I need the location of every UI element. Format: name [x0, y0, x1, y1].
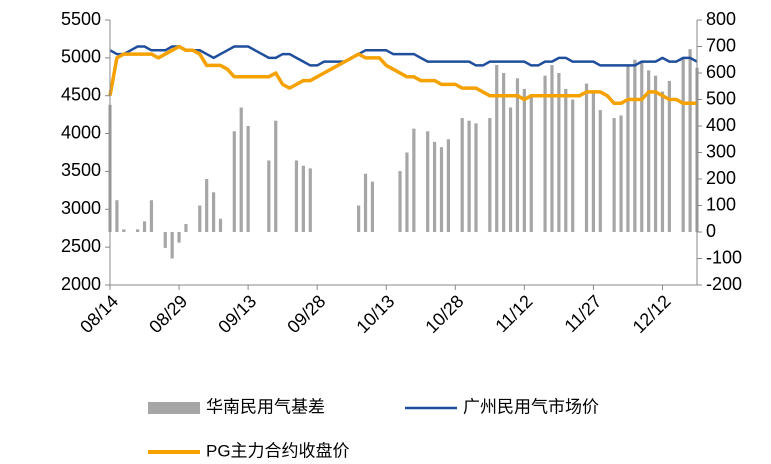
bar	[398, 171, 402, 232]
x-tick-label: 09/28	[283, 291, 329, 337]
bar	[363, 173, 368, 232]
y2-tick-label: -200	[706, 274, 742, 294]
bar	[177, 232, 181, 243]
bar	[571, 99, 575, 232]
x-tick-label: 08/29	[145, 291, 191, 337]
bar	[149, 200, 154, 232]
bar	[550, 65, 554, 232]
y-tick-label: 4000	[61, 122, 101, 142]
bar	[142, 221, 147, 232]
bar	[357, 205, 361, 232]
bar	[205, 179, 209, 232]
bar	[170, 232, 174, 259]
bar	[640, 62, 644, 233]
y-tick-label: 2000	[61, 274, 101, 294]
bar	[515, 78, 520, 232]
legend-label: 华南民用气基差	[206, 397, 325, 416]
bar	[543, 75, 547, 233]
bar	[239, 107, 243, 232]
x-tick-label: 08/14	[76, 291, 122, 337]
bar	[294, 160, 299, 232]
bar	[591, 91, 596, 232]
bar	[218, 218, 223, 232]
x-tick-label: 12/12	[629, 291, 675, 337]
bar	[688, 49, 692, 233]
bar	[529, 94, 533, 232]
bar	[267, 160, 271, 232]
bar	[301, 165, 305, 232]
y-tick-label: 4500	[61, 84, 101, 104]
bar	[488, 118, 492, 232]
bar	[274, 120, 278, 232]
bar	[633, 59, 637, 232]
bar	[522, 88, 526, 233]
bar	[426, 131, 430, 232]
bar	[211, 192, 216, 232]
bar	[432, 141, 437, 232]
bar	[681, 57, 685, 232]
bar	[653, 75, 658, 233]
y2-tick-label: 700	[706, 35, 736, 55]
y2-tick-label: 500	[706, 88, 736, 108]
bar	[495, 65, 499, 232]
y2-tick-label: 400	[706, 115, 736, 135]
y2-tick-label: 600	[706, 62, 736, 82]
bar	[184, 224, 188, 232]
y2-tick-label: 200	[706, 168, 736, 188]
y-tick-label: 3500	[61, 160, 101, 180]
bar	[412, 128, 416, 232]
x-tick-label: 10/13	[352, 291, 398, 337]
bar	[136, 229, 140, 232]
y-tick-label: 2500	[61, 236, 101, 256]
x-tick-label: 11/12	[491, 291, 536, 336]
y-tick-label: 5500	[61, 9, 101, 29]
bar	[502, 73, 506, 232]
bar	[619, 115, 623, 232]
bar	[564, 88, 568, 233]
bar	[557, 73, 561, 232]
bar	[246, 126, 250, 232]
bar	[667, 80, 671, 232]
bar	[405, 152, 409, 232]
legend-label: 广州民用气市场价	[463, 397, 599, 416]
legend-swatch	[148, 402, 200, 414]
y2-tick-label: 0	[706, 221, 716, 241]
line	[109, 45, 698, 67]
y-tick-label: 3000	[61, 198, 101, 218]
bar	[163, 232, 167, 248]
bar	[660, 91, 665, 232]
y2-tick-label: 800	[706, 9, 736, 29]
legend-label: PG主力合约收盘价	[206, 441, 350, 460]
bar	[612, 118, 616, 232]
bar	[647, 70, 651, 232]
bar	[198, 205, 202, 232]
x-tick-label: 11/27	[561, 291, 606, 336]
bar	[598, 110, 602, 232]
y2-tick-label: 100	[706, 194, 736, 214]
bar	[626, 65, 630, 232]
bar	[308, 168, 312, 232]
bar	[446, 139, 450, 232]
bar	[460, 118, 464, 232]
bar	[122, 229, 126, 232]
x-tick-label: 10/28	[421, 291, 467, 337]
x-tick-label: 09/13	[214, 291, 260, 337]
bar	[474, 123, 478, 232]
y2-tick-label: 300	[706, 141, 736, 161]
y2-tick-label: -100	[706, 247, 742, 267]
bar	[467, 120, 471, 232]
bar	[439, 147, 444, 232]
bar	[115, 200, 119, 232]
bar	[508, 107, 513, 232]
bar	[584, 83, 589, 232]
bar	[232, 131, 236, 232]
y-tick-label: 5000	[61, 47, 101, 67]
line	[108, 44, 697, 106]
bar	[370, 181, 375, 232]
